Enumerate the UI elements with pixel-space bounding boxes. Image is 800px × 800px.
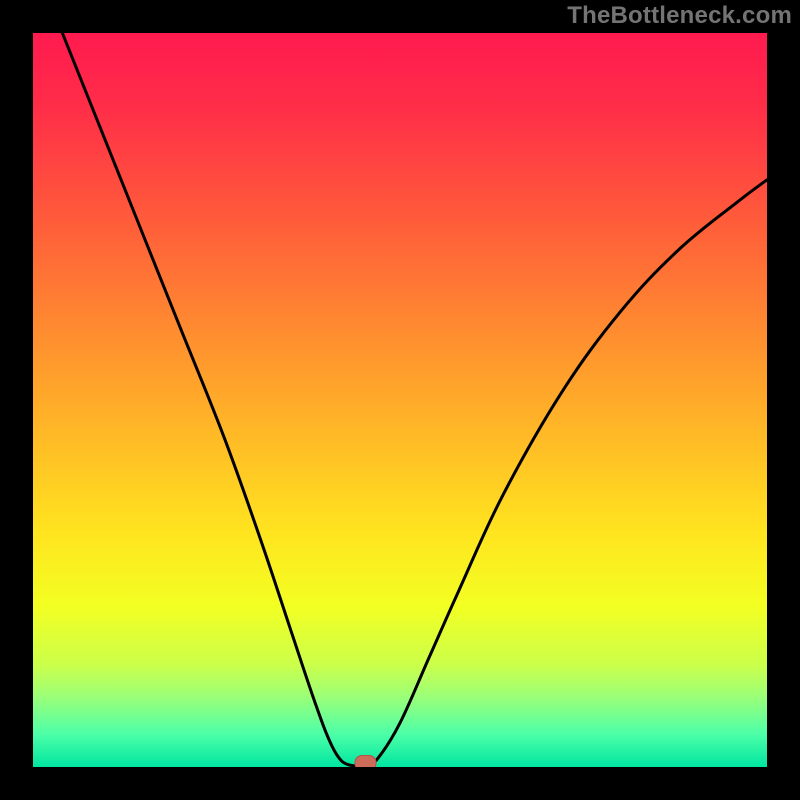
watermark-text: TheBottleneck.com xyxy=(567,2,792,30)
chart-stage: TheBottleneck.com xyxy=(0,0,800,800)
plot-svg xyxy=(0,0,800,800)
gradient-background xyxy=(33,33,767,767)
